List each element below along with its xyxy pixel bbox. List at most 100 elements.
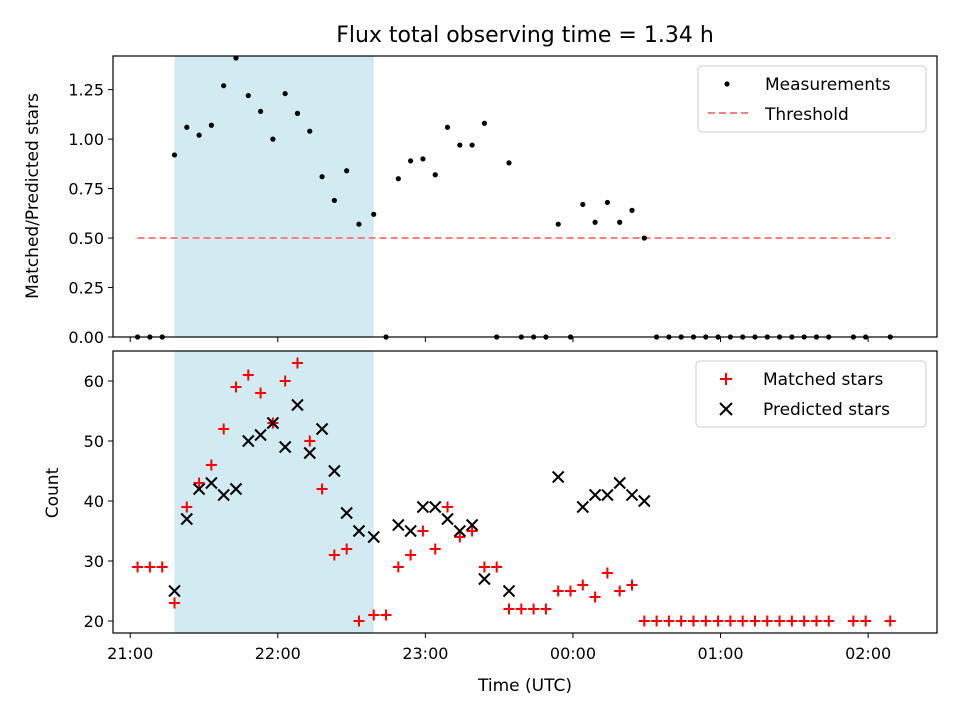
matched-star-point	[255, 387, 267, 399]
measurement-point	[331, 197, 337, 204]
bottom-xtick-label: 00:00	[550, 644, 596, 663]
measurement-point	[233, 55, 239, 61]
measurement-point	[307, 128, 313, 134]
matched-star-point	[749, 615, 761, 627]
matched-star-point	[847, 615, 859, 627]
matched-star-point	[663, 615, 675, 627]
matched-star-point	[429, 543, 441, 555]
matched-star-point	[466, 525, 478, 537]
matched-star-point	[478, 561, 490, 573]
top-y-axis-label: Matched/Predicted stars	[23, 93, 43, 299]
matched-star-point	[181, 501, 193, 513]
top-legend: Measurements Threshold	[697, 65, 927, 133]
top-ytick-label: 0.25	[68, 279, 104, 298]
predicted-star-point	[576, 500, 590, 514]
matched-star-point	[304, 435, 316, 447]
top-panel: 0.00 0.25 0.50 0.75 1.00 1.25 Matched/Predict…	[23, 55, 938, 347]
matched-star-point	[638, 615, 650, 627]
matched-star-point	[392, 561, 404, 573]
matched-star-point	[601, 567, 613, 579]
matched-star-point	[515, 603, 527, 615]
predicted-star-point	[217, 488, 230, 502]
measurement-point	[171, 152, 178, 158]
matched-star-point	[552, 585, 564, 597]
measurement-point	[221, 83, 227, 89]
measurement-point	[481, 120, 488, 126]
measurement-point	[641, 235, 647, 241]
predicted-star-point	[291, 398, 304, 412]
measurement-point	[408, 158, 414, 164]
bottom-xtick-label: 02:00	[845, 644, 891, 663]
matched-star-point	[368, 609, 380, 621]
measurement-point	[196, 132, 202, 138]
measurement-point	[604, 199, 611, 206]
legend-matched-marker	[720, 373, 732, 385]
bottom-ytick-label: 50	[84, 432, 104, 451]
predicted-star-point	[205, 476, 218, 490]
matched-star-point	[341, 543, 353, 555]
measurement-point	[344, 168, 350, 174]
bottom-ytick-label: 60	[84, 372, 104, 391]
predicted-star-point	[551, 470, 565, 484]
matched-star-point	[565, 585, 577, 597]
measurement-point	[245, 92, 251, 99]
matched-star-point	[503, 603, 515, 615]
matched-star-point	[291, 357, 303, 369]
measurement-point	[506, 160, 512, 166]
measurement-point	[580, 201, 586, 208]
legend-predicted-marker	[719, 402, 733, 416]
matched-star-point	[884, 615, 896, 627]
measurement-point	[395, 176, 401, 182]
top-ytick-label: 0.75	[68, 180, 104, 199]
bottom-axes-frame	[112, 350, 938, 634]
matched-star-point	[651, 615, 663, 627]
top-ytick-label: 0.00	[68, 328, 104, 347]
predicted-star-point	[613, 476, 626, 490]
matched-star-point	[724, 615, 736, 627]
predicted-star-point	[441, 512, 454, 526]
predicted-star-point	[453, 524, 467, 538]
predicted-star-point	[478, 572, 491, 586]
matched-star-point	[380, 609, 392, 621]
matched-star-point	[132, 561, 144, 573]
bottom-xtick-label: 21:00	[107, 644, 153, 663]
measurement-point	[555, 221, 561, 227]
measurement-point	[356, 221, 362, 227]
matched-star-point	[687, 615, 699, 627]
measurement-point	[432, 172, 438, 178]
predicted-star-point	[392, 518, 405, 532]
predicted-star-point	[303, 446, 316, 460]
bottom-xtick-label: 23:00	[402, 644, 448, 663]
measurement-point	[592, 219, 598, 225]
matched-star-point	[279, 375, 291, 387]
measurement-point	[420, 156, 426, 162]
legend-measurements-label: Measurements	[765, 75, 891, 95]
measurement-point	[184, 124, 190, 130]
predicted-star-point	[588, 488, 602, 502]
predicted-star-point	[242, 434, 255, 448]
measurement-point	[444, 124, 451, 130]
matched-star-point	[810, 615, 822, 627]
matched-star-point	[168, 597, 180, 609]
matched-star-point	[316, 483, 328, 495]
predicted-star-point	[192, 482, 206, 496]
bottom-highlight-span	[174, 351, 374, 633]
predicted-star-point	[352, 524, 366, 538]
matched-star-point	[491, 561, 503, 573]
matched-star-point	[675, 615, 687, 627]
measurement-point	[371, 211, 377, 217]
measurement-point	[629, 207, 635, 213]
predicted-star-point	[266, 416, 280, 430]
matched-star-point	[860, 615, 872, 627]
measurement-point	[457, 142, 463, 148]
top-axes-frame	[112, 55, 938, 338]
predicted-star-point	[638, 494, 651, 508]
bottom-ytick-label: 40	[84, 492, 104, 511]
predicted-star-point	[229, 482, 243, 496]
matched-star-point	[712, 615, 724, 627]
matched-star-point	[761, 615, 773, 627]
x-axis-label: Time (UTC)	[477, 676, 572, 696]
matched-star-point	[798, 615, 810, 627]
matched-star-point	[454, 531, 466, 543]
top-ytick-label: 1.25	[68, 81, 104, 100]
